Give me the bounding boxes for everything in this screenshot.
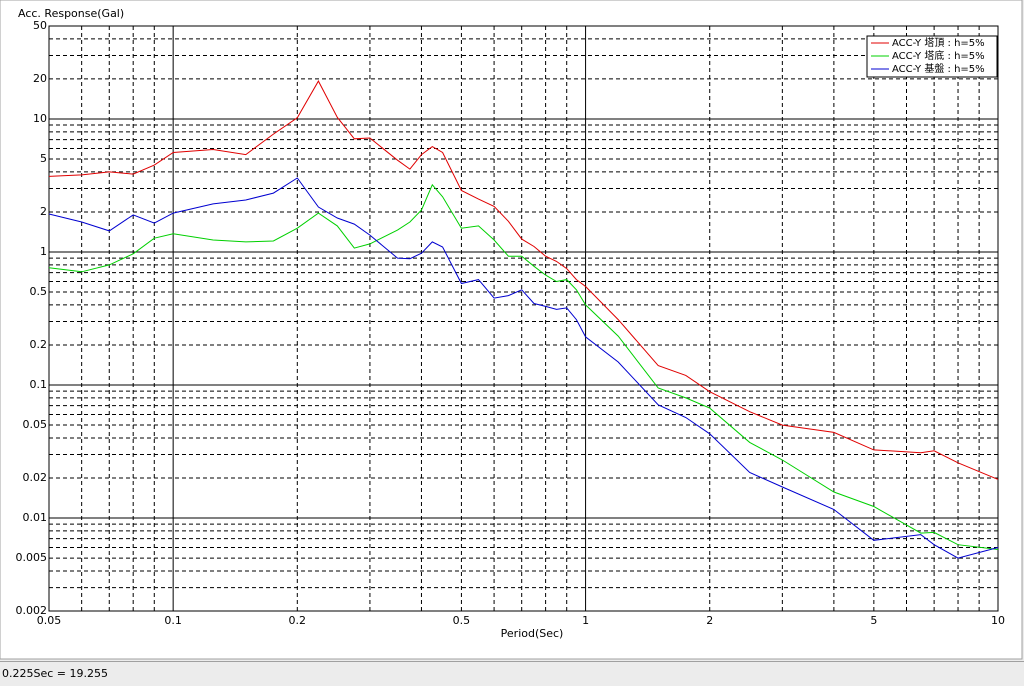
y-tick-label: 1 bbox=[40, 245, 47, 258]
data-line bbox=[48, 80, 999, 480]
legend-label: ACC-Y 塔底 : h=5% bbox=[892, 49, 985, 62]
data-line bbox=[48, 177, 999, 559]
x-tick-label: 0.5 bbox=[453, 614, 471, 627]
x-tick-label: 5 bbox=[870, 614, 877, 627]
data-line bbox=[48, 183, 999, 550]
x-tick-label: 1 bbox=[582, 614, 589, 627]
y-tick-label: 0.002 bbox=[16, 604, 48, 617]
x-axis-label: Period(Sec) bbox=[501, 627, 564, 640]
y-tick-label: 0.005 bbox=[16, 551, 48, 564]
y-tick-label: 0.2 bbox=[30, 338, 48, 351]
y-tick-label: 0.05 bbox=[23, 418, 48, 431]
chart: Acc. Response(Gal) Period(Sec) 0.05 0.1 0.… bbox=[0, 0, 1023, 660]
y-tick-label: 0.5 bbox=[30, 285, 48, 298]
y-tick-label: 0.02 bbox=[23, 471, 48, 484]
y-tick-label: 10 bbox=[33, 112, 47, 125]
y-tick-label: 20 bbox=[33, 72, 47, 85]
y-tick-label: 50 bbox=[33, 19, 47, 32]
y-axis-label: Acc. Response(Gal) bbox=[18, 7, 124, 20]
x-tick-label: 0.1 bbox=[164, 614, 182, 627]
y-tick-label: 2 bbox=[40, 205, 47, 218]
x-tick-label: 10 bbox=[991, 614, 1005, 627]
y-tick-label: 0.1 bbox=[30, 378, 48, 391]
y-tick-label: 5 bbox=[40, 152, 47, 165]
x-tick-label: 0.2 bbox=[289, 614, 307, 627]
status-bar: 0.225Sec = 19.255 bbox=[0, 661, 1024, 685]
y-tick-label: 0.01 bbox=[23, 511, 48, 524]
plot-frame bbox=[48, 25, 999, 612]
x-tick-label: 2 bbox=[706, 614, 713, 627]
legend-label: ACC-Y 基盤 : h=5% bbox=[892, 62, 985, 75]
legend-label: ACC-Y 塔頂 : h=5% bbox=[892, 36, 985, 49]
window bbox=[0, 0, 1023, 660]
x-tick-label: 0.05 bbox=[37, 614, 62, 627]
